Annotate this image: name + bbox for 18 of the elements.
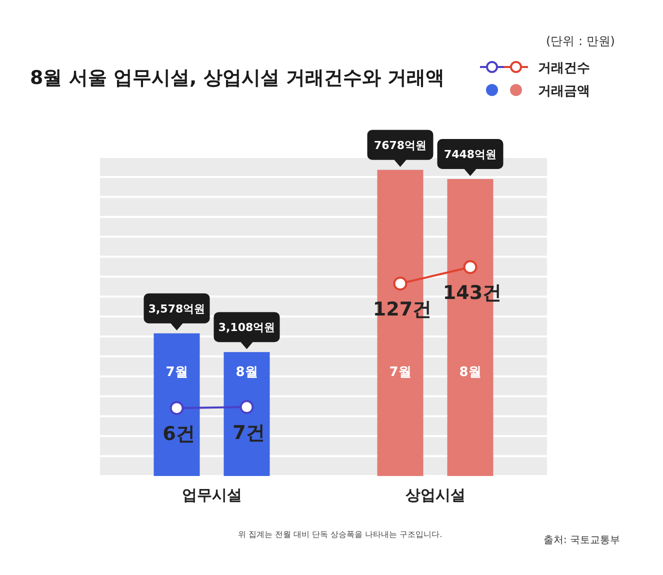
data-label: 3,578억원 [148,302,206,316]
data-label: 6건 [162,423,195,446]
legend-label: 거래금액 [538,84,590,99]
data-label: 7448억원 [444,148,497,162]
data-label: 3,108억원 [218,321,276,334]
source-note: 출처: 국토교통부 [543,535,620,546]
x-tick-label: 8월 [236,365,258,380]
text: 업무시설 [182,486,242,504]
data-label: 7678억원 [374,138,427,152]
text: (단위 : 만원) [546,34,615,48]
x-tick-label: 8월 [459,365,482,380]
x-tick-label: 7월 [389,365,412,380]
text: 위 집계는 전월 대비 단독 상승폭을 나타내는 구조입니다. [238,530,442,539]
data-label: 7건 [232,422,265,444]
x-tick-label: 7월 [166,365,188,380]
chart-title: 8월 서울 업무시설, 상업시설 거래건수와 거래액 [30,67,445,89]
legend-label: 거래건수 [538,61,590,76]
text: 상업시설 [405,486,466,504]
